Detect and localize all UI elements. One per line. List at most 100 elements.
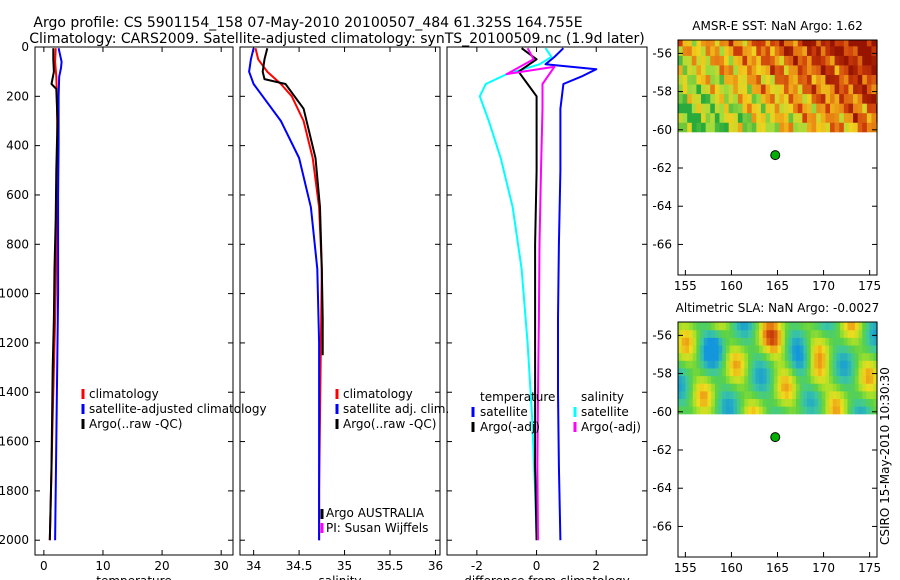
heatmap-cell [825,406,830,415]
heatmap-cell [687,122,693,133]
altimetric-sla-ytick-label: -56 [652,328,672,342]
heatmap-cell [792,383,797,392]
depth-tick-label: 1600 [0,435,29,449]
heatmap-cell [857,64,863,75]
heatmap-cell [839,112,845,123]
heatmap-cell [751,375,756,384]
heatmap-cell [865,383,871,392]
heatmap-cell [836,360,841,369]
temperature-xlabel: temperature [96,574,171,580]
temperature-legend-label: climatology [89,387,159,401]
heatmap-cell [851,383,856,392]
heatmap-cell [733,375,738,384]
heatmap-cell [681,329,686,338]
heatmap-cell [681,344,686,354]
heatmap-cell [744,337,749,346]
heatmap-cell [681,398,686,407]
heatmap-cell [848,55,854,66]
heatmap-cell [806,55,813,66]
heatmap-cell [784,337,790,346]
heatmap-cell [733,322,738,331]
heatmap-cell [748,322,753,331]
heatmap-cell [762,352,768,361]
heatmap-cell [711,329,716,338]
heatmap-cell [748,329,753,338]
difference-xlabel: difference from climatology [464,574,630,580]
heatmap-cell [829,367,834,377]
heatmap-cell [869,375,874,384]
heatmap-cell [728,103,734,114]
heatmap-cell [678,112,684,123]
heatmap-cell [783,83,790,95]
salinity-xtick-label: 35 [337,559,352,573]
heatmap-cell [707,337,712,346]
heatmap-cell [840,383,845,392]
heatmap-cell [797,55,803,66]
heatmap-cell [742,93,748,104]
heatmap-cell [818,390,823,400]
heatmap-cell [806,337,812,346]
heatmap-cell [692,322,698,331]
heatmap-cell [843,398,849,407]
heatmap-cell [711,322,716,331]
heatmap-cell [777,383,782,392]
heatmap-cell [788,337,793,346]
heatmap-cell [793,112,799,123]
heatmap-cell [770,337,775,346]
heatmap-cell [687,83,693,95]
heatmap-cell [696,122,702,133]
heatmap-cell [762,390,768,400]
heatmap-cell [770,398,775,407]
heatmap-cell [760,103,767,114]
heatmap-cell [756,74,762,85]
heatmap-cell [858,375,863,384]
heatmap-cell [737,83,744,95]
heatmap-cell [829,352,834,361]
heatmap-cell [832,367,838,377]
heatmap-cell [811,83,817,95]
heatmap-cell [779,112,785,123]
heatmap-cell [811,122,817,133]
heatmap-cell [814,344,819,354]
heatmap-cell [742,74,748,85]
heatmap-cell [736,344,742,354]
heatmap-cell [751,64,757,75]
heatmap-cell [865,352,871,361]
heatmap-cell [705,93,711,104]
heatmap-cell [678,103,684,114]
heatmap-cell [722,375,727,384]
heatmap-cell [788,83,794,95]
heatmap-cell [854,398,860,407]
heatmap-cell [729,375,734,384]
heatmap-cell [681,322,686,331]
heatmap-cell [781,406,786,415]
heatmap-cell [811,55,817,66]
heatmap-cell [728,74,734,85]
heatmap-cell [854,360,860,369]
heatmap-cell [751,45,757,56]
heatmap-cell [742,122,748,133]
heatmap-cell [825,64,831,75]
heatmap-cell [682,93,688,104]
heatmap-cell [873,329,878,338]
heatmap-cell [678,367,683,377]
heatmap-cell [858,398,863,407]
heatmap-cell [806,74,813,85]
heatmap-cell [779,55,785,66]
heatmap-cell [803,344,808,354]
heatmap-cell [692,352,698,361]
heatmap-cell [851,390,856,400]
heatmap-cell [825,398,830,407]
heatmap-cell [773,367,779,377]
heatmap-cell [751,122,757,133]
heatmap-cell [862,329,867,338]
heatmap-cell [703,329,709,338]
heatmap-cell [810,352,815,361]
heatmap-cell [728,93,734,104]
heatmap-cell [788,367,793,377]
heatmap-cell [781,337,786,346]
heatmap-cell [830,40,836,47]
heatmap-cell [744,344,749,354]
heatmap-cell [692,383,698,392]
heatmap-cell [862,406,867,415]
